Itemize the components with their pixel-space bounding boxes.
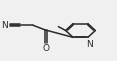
Text: N: N [1,21,8,30]
Text: N: N [86,40,92,49]
Text: O: O [43,44,50,53]
